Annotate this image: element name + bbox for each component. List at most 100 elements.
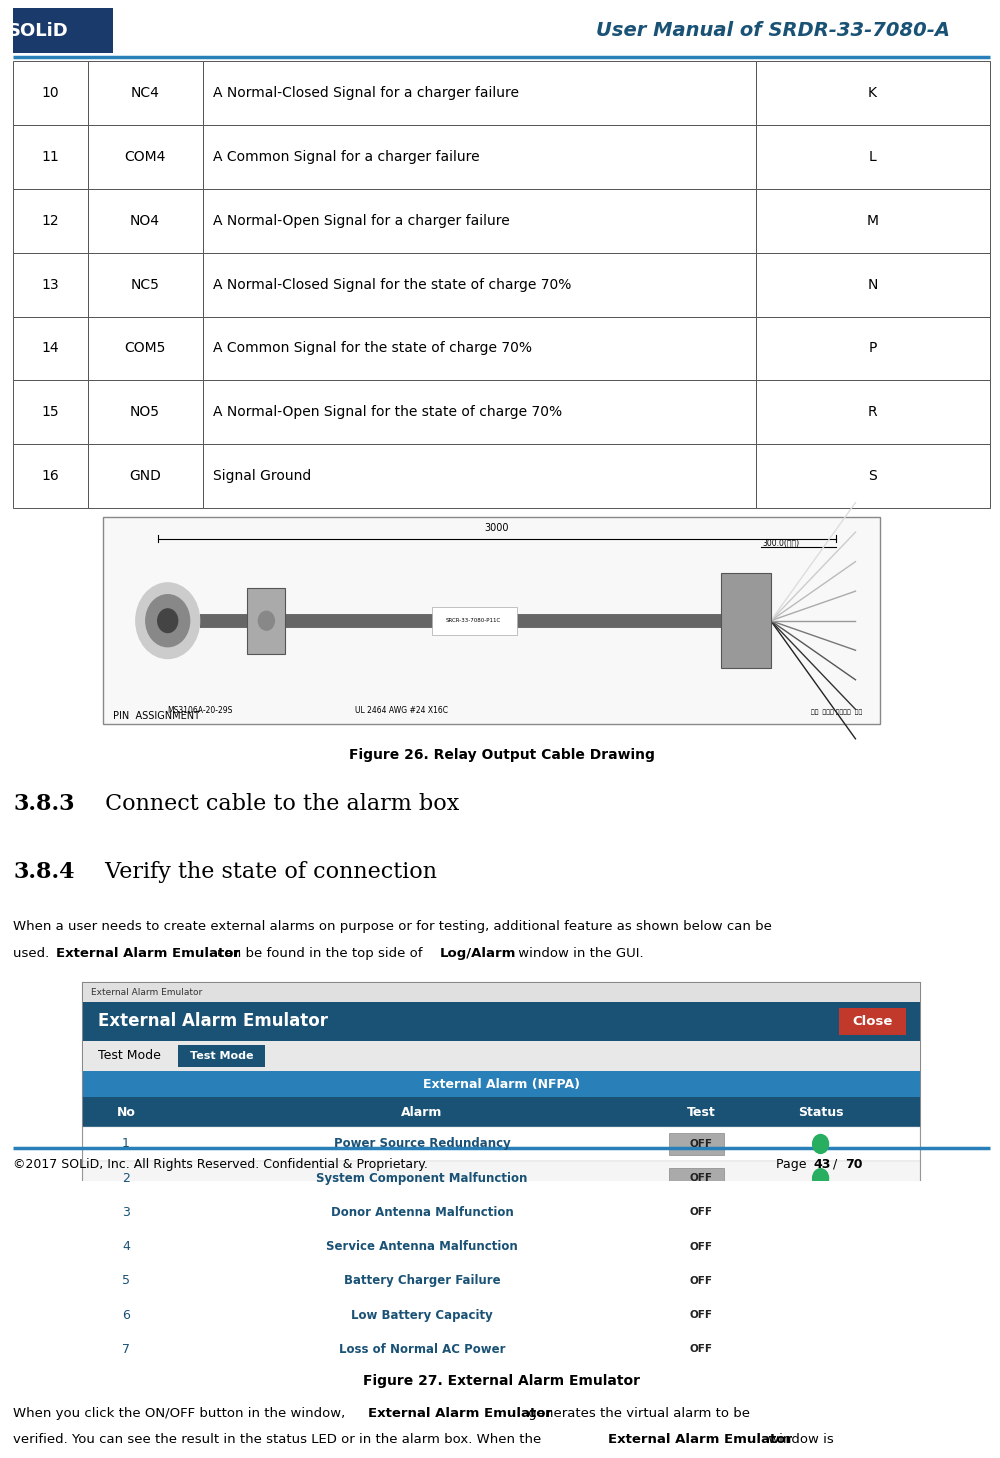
Text: NC5: NC5 (130, 277, 159, 292)
Text: External Alarm Emulator: External Alarm Emulator (608, 1433, 792, 1446)
Text: window in the GUI.: window in the GUI. (514, 948, 643, 961)
Text: Test Mode: Test Mode (190, 1051, 253, 1061)
Bar (83, 983, 920, 1002)
Text: A Normal-Open Signal for the state of charge 70%: A Normal-Open Signal for the state of ch… (213, 405, 562, 420)
Bar (83, 1298, 920, 1333)
Text: 300.0(함기): 300.0(함기) (763, 538, 800, 547)
Bar (669, 1338, 724, 1360)
Bar (203, 125, 756, 190)
Text: 12: 12 (41, 214, 59, 227)
Bar (83, 1264, 920, 1298)
Circle shape (136, 583, 200, 659)
Text: 15: 15 (41, 405, 59, 420)
Text: A Common Signal for the state of charge 70%: A Common Signal for the state of charge … (213, 341, 532, 356)
Bar (83, 1041, 920, 1072)
Text: window is: window is (764, 1433, 834, 1446)
Text: OFF: OFF (689, 1139, 712, 1149)
Text: K: K (868, 86, 877, 101)
Text: 3.8.3: 3.8.3 (13, 793, 75, 815)
Text: M: M (866, 214, 878, 227)
Text: Donor Antenna Malfunction: Donor Antenna Malfunction (331, 1206, 513, 1219)
Text: When a user needs to create external alarms on purpose or for testing, additiona: When a user needs to create external ala… (13, 920, 772, 933)
Text: 마침  케이블 한어무용  수충: 마침 케이블 한어무용 수충 (811, 709, 862, 714)
Circle shape (813, 1271, 829, 1290)
Text: NC4: NC4 (130, 86, 159, 101)
Text: P: P (868, 341, 877, 356)
Bar (203, 445, 756, 507)
Text: UL 2464 AWG #24 X16C: UL 2464 AWG #24 X16C (355, 706, 448, 714)
Bar (756, 445, 990, 507)
Bar (669, 1201, 724, 1223)
Bar (83, 1002, 920, 1041)
Bar (13, 190, 88, 252)
Text: 3000: 3000 (484, 523, 509, 532)
Text: N: N (867, 277, 878, 292)
Text: COM4: COM4 (124, 150, 165, 165)
Text: 4: 4 (122, 1241, 130, 1254)
Text: Alarm: Alarm (401, 1105, 443, 1118)
Text: External Alarm Emulator: External Alarm Emulator (91, 987, 202, 997)
Bar (88, 125, 203, 190)
Text: 14: 14 (41, 341, 59, 356)
Text: verified. You can see the result in the status LED or in the alarm box. When the: verified. You can see the result in the … (13, 1433, 546, 1446)
Bar (756, 252, 990, 316)
Text: ©2017 SOLiD, Inc. All Rights Reserved. Confidential & Proprietary.: ©2017 SOLiD, Inc. All Rights Reserved. C… (13, 1158, 428, 1171)
Text: OFF: OFF (689, 1207, 712, 1217)
Bar (203, 190, 756, 252)
Bar (432, 607, 517, 634)
Bar (13, 445, 88, 507)
Text: Verify the state of connection: Verify the state of connection (98, 862, 437, 884)
Text: 3: 3 (122, 1206, 130, 1219)
Text: 2: 2 (122, 1172, 130, 1185)
Bar (669, 1168, 724, 1188)
Text: MS3106A-20-29S: MS3106A-20-29S (167, 706, 232, 714)
Bar (88, 445, 203, 507)
Text: 1: 1 (122, 1137, 130, 1150)
Bar (756, 316, 990, 381)
Text: can be found in the top side of: can be found in the top side of (213, 948, 426, 961)
Bar (669, 1236, 724, 1257)
Bar (83, 1333, 920, 1366)
Bar (13, 381, 88, 445)
Text: NO5: NO5 (130, 405, 160, 420)
Text: Page: Page (776, 1158, 810, 1171)
Text: A Normal-Open Signal for a charger failure: A Normal-Open Signal for a charger failu… (213, 214, 509, 227)
Text: OFF: OFF (689, 1344, 712, 1354)
Text: OFF: OFF (689, 1276, 712, 1286)
Text: used.: used. (13, 948, 54, 961)
Text: COM5: COM5 (124, 341, 165, 356)
Bar (83, 1196, 920, 1229)
Bar (756, 381, 990, 445)
Bar (13, 61, 88, 125)
Text: Close: Close (852, 1015, 893, 1028)
Text: 3.8.4: 3.8.4 (13, 862, 75, 884)
Text: Connect cable to the alarm box: Connect cable to the alarm box (98, 793, 459, 815)
Text: A Common Signal for a charger failure: A Common Signal for a charger failure (213, 150, 479, 165)
Bar (669, 1133, 724, 1155)
Text: Figure 27. External Alarm Emulator: Figure 27. External Alarm Emulator (363, 1373, 640, 1388)
Bar (839, 1007, 906, 1035)
Text: External Alarm (NFPA): External Alarm (NFPA) (423, 1077, 580, 1091)
Bar (88, 381, 203, 445)
Bar (88, 190, 203, 252)
Text: 10: 10 (41, 86, 59, 101)
Text: 16: 16 (41, 469, 59, 483)
Circle shape (258, 611, 274, 630)
Text: Test: Test (687, 1105, 715, 1118)
Text: Low Battery Capacity: Low Battery Capacity (351, 1309, 493, 1322)
Text: A Normal-Closed Signal for the state of charge 70%: A Normal-Closed Signal for the state of … (213, 277, 571, 292)
Text: generates the virtual alarm to be: generates the virtual alarm to be (524, 1407, 750, 1420)
Bar (83, 1127, 920, 1161)
Circle shape (813, 1203, 829, 1222)
Bar (247, 588, 285, 653)
Text: /: / (829, 1158, 841, 1171)
Text: Service Antenna Malfunction: Service Antenna Malfunction (326, 1241, 518, 1254)
Text: 70: 70 (846, 1158, 863, 1171)
Text: SRCR-33-7080-P11C: SRCR-33-7080-P11C (446, 618, 501, 623)
Text: Figure 26. Relay Output Cable Drawing: Figure 26. Relay Output Cable Drawing (349, 748, 655, 761)
Text: GND: GND (129, 469, 161, 483)
Text: User Manual of SRDR-33-7080-A: User Manual of SRDR-33-7080-A (596, 22, 950, 41)
Bar (83, 1161, 920, 1196)
Text: 43: 43 (814, 1158, 831, 1171)
Bar (103, 518, 880, 725)
